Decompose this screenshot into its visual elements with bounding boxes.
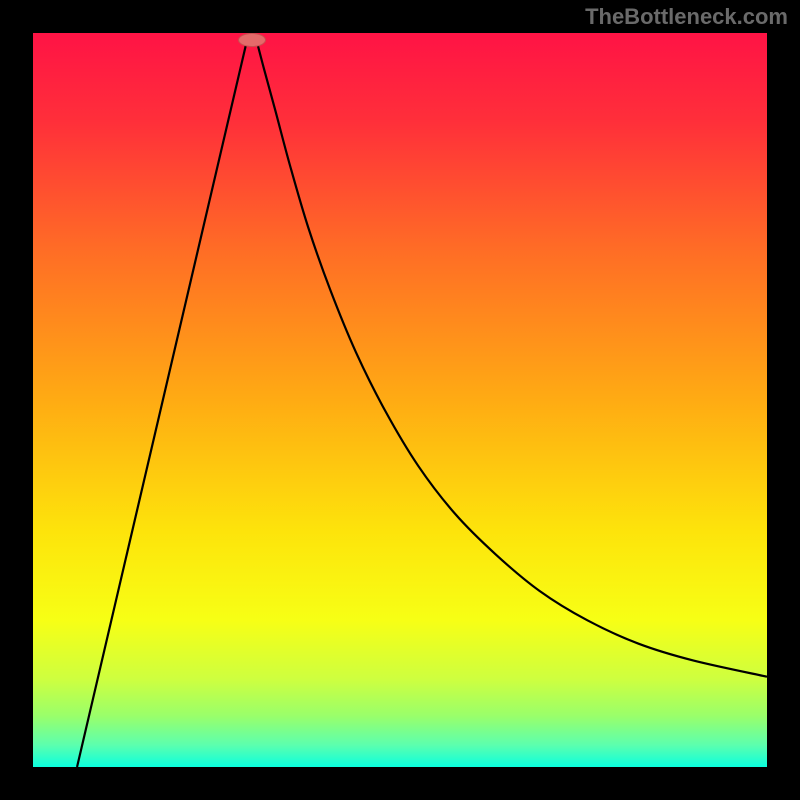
chart-plot-area (33, 33, 767, 767)
curve-right-branch (256, 39, 767, 677)
min-point-marker (238, 33, 266, 47)
curve-left-branch (77, 39, 247, 767)
chart-curve-svg (33, 33, 767, 767)
watermark-text: TheBottleneck.com (585, 4, 788, 30)
